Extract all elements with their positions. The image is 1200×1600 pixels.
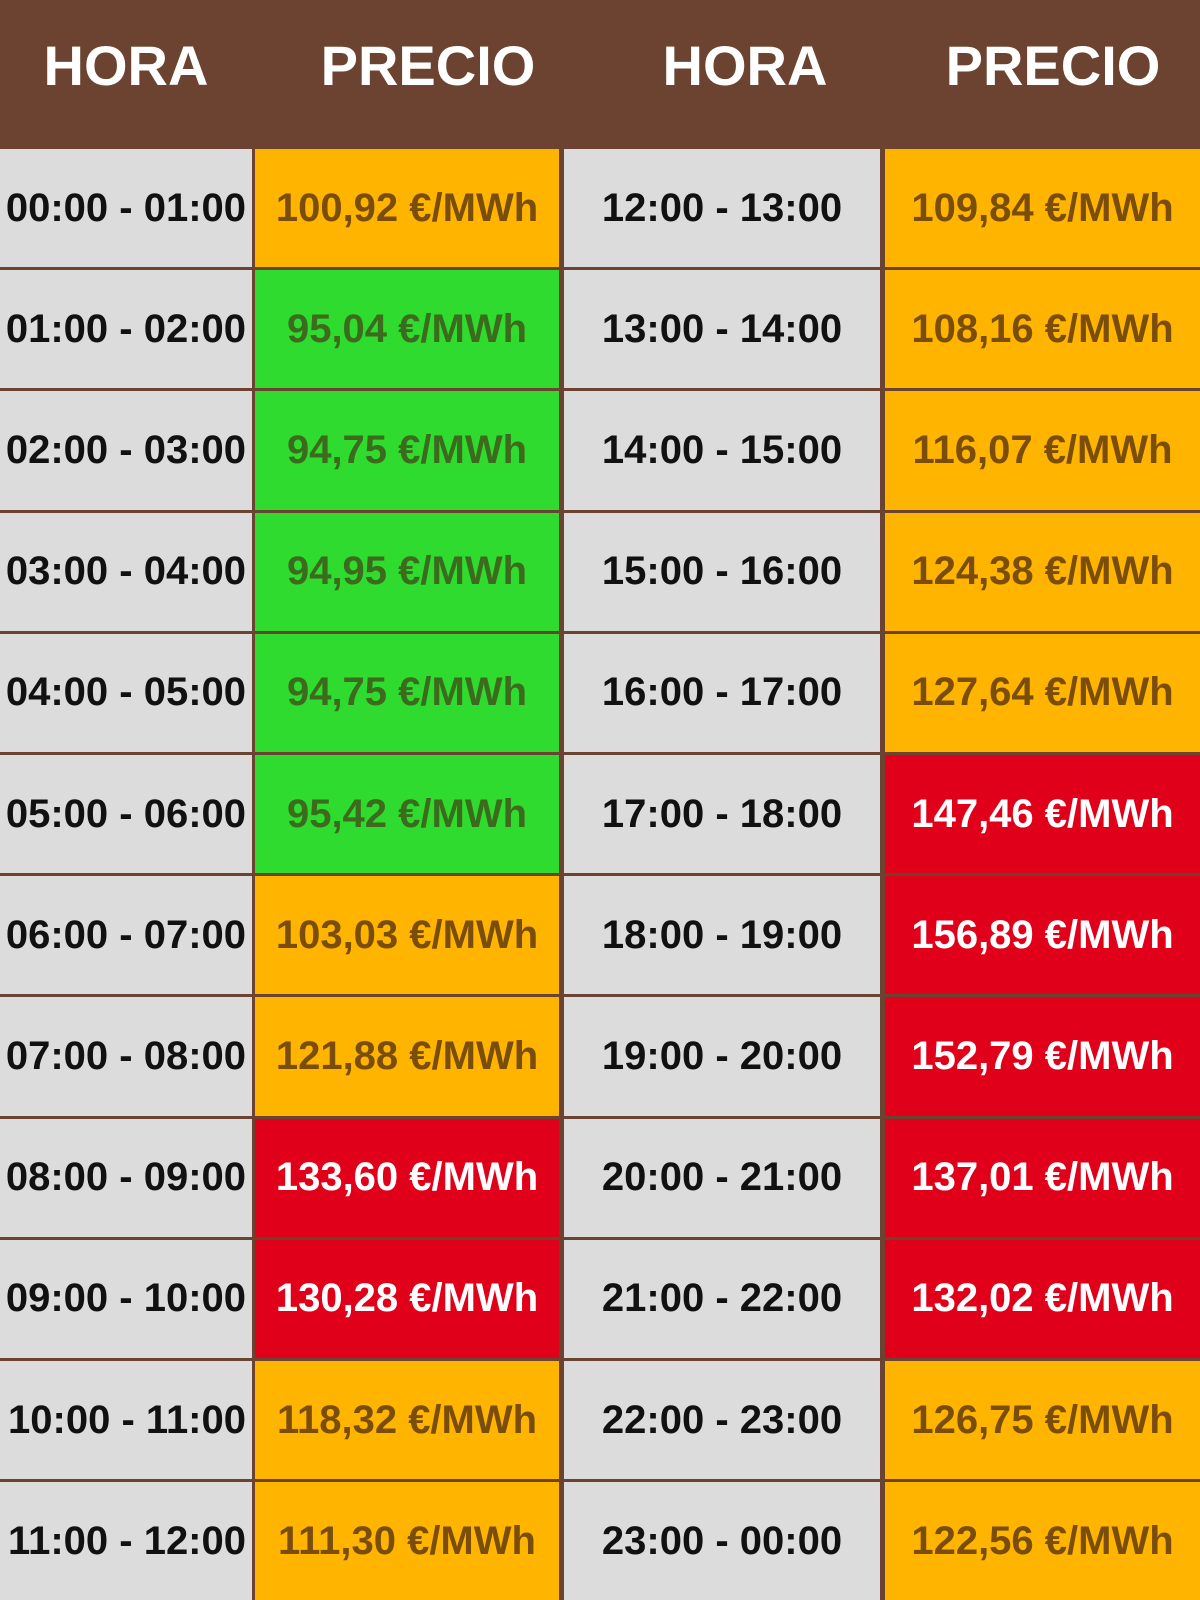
hour-cell: 13:00 - 14:00 xyxy=(564,270,880,389)
price-cell: 147,46 €/MWh xyxy=(885,755,1200,874)
column-header: HORA xyxy=(662,34,828,97)
price-cell: 103,03 €/MWh xyxy=(255,876,559,995)
hour-cell: 22:00 - 23:00 xyxy=(564,1361,880,1480)
hour-cell: 08:00 - 09:00 xyxy=(0,1118,252,1237)
price-cell: 94,75 €/MWh xyxy=(255,391,559,510)
hour-cell: 05:00 - 06:00 xyxy=(0,755,252,874)
hour-cell: 18:00 - 19:00 xyxy=(564,876,880,995)
column-header: PRECIO xyxy=(320,34,536,97)
price-cell: 108,16 €/MWh xyxy=(885,270,1200,389)
price-cell: 116,07 €/MWh xyxy=(885,391,1200,510)
hour-cell: 02:00 - 03:00 xyxy=(0,391,252,510)
hour-cell: 12:00 - 13:00 xyxy=(564,149,880,268)
hour-cell: 01:00 - 02:00 xyxy=(0,270,252,389)
column-header: HORA xyxy=(43,34,209,97)
price-cell: 111,30 €/MWh xyxy=(255,1482,559,1600)
hour-cell: 00:00 - 01:00 xyxy=(0,149,252,268)
price-cell: 133,60 €/MWh xyxy=(255,1118,559,1237)
price-cell: 109,84 €/MWh xyxy=(885,149,1200,268)
hour-cell: 21:00 - 22:00 xyxy=(564,1239,880,1358)
hour-cell: 11:00 - 12:00 xyxy=(0,1482,252,1600)
price-cell: 118,32 €/MWh xyxy=(255,1361,559,1480)
hour-cell: 15:00 - 16:00 xyxy=(564,512,880,631)
price-cell: 100,92 €/MWh xyxy=(255,149,559,268)
hour-cell: 03:00 - 04:00 xyxy=(0,512,252,631)
price-cell: 130,28 €/MWh xyxy=(255,1239,559,1358)
hour-cell: 20:00 - 21:00 xyxy=(564,1118,880,1237)
price-cell: 152,79 €/MWh xyxy=(885,997,1200,1116)
price-cell: 137,01 €/MWh xyxy=(885,1118,1200,1237)
price-cell: 94,75 €/MWh xyxy=(255,633,559,752)
hour-cell: 04:00 - 05:00 xyxy=(0,633,252,752)
price-cell: 95,42 €/MWh xyxy=(255,755,559,874)
hour-cell: 07:00 - 08:00 xyxy=(0,997,252,1116)
price-cell: 122,56 €/MWh xyxy=(885,1482,1200,1600)
hour-cell: 09:00 - 10:00 xyxy=(0,1239,252,1358)
price-cell: 126,75 €/MWh xyxy=(885,1361,1200,1480)
hour-cell: 19:00 - 20:00 xyxy=(564,997,880,1116)
hour-cell: 16:00 - 17:00 xyxy=(564,633,880,752)
column-header: PRECIO xyxy=(945,34,1161,97)
price-cell: 127,64 €/MWh xyxy=(885,633,1200,752)
price-cell: 95,04 €/MWh xyxy=(255,270,559,389)
price-cell: 124,38 €/MWh xyxy=(885,512,1200,631)
hour-cell: 10:00 - 11:00 xyxy=(0,1361,252,1480)
price-cell: 94,95 €/MWh xyxy=(255,512,559,631)
hour-cell: 06:00 - 07:00 xyxy=(0,876,252,995)
hour-cell: 17:00 - 18:00 xyxy=(564,755,880,874)
hour-cell: 23:00 - 00:00 xyxy=(564,1482,880,1600)
price-cell: 156,89 €/MWh xyxy=(885,876,1200,995)
price-cell: 121,88 €/MWh xyxy=(255,997,559,1116)
price-cell: 132,02 €/MWh xyxy=(885,1239,1200,1358)
hour-cell: 14:00 - 15:00 xyxy=(564,391,880,510)
